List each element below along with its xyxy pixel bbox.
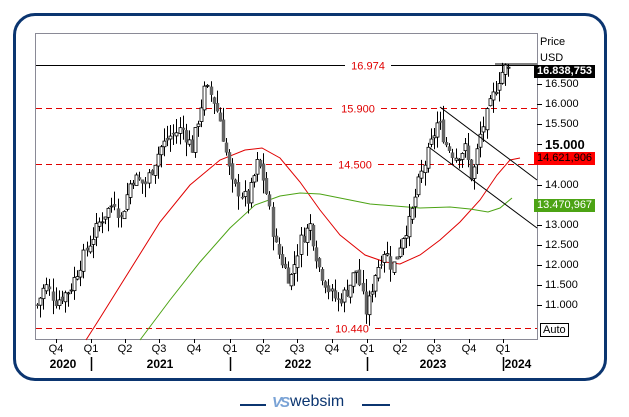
y-tick-label: 12.000 bbox=[545, 258, 579, 271]
y-tick-label: 15.000 bbox=[545, 136, 585, 152]
y-axis-unit: USD bbox=[540, 52, 564, 64]
x-quarter-label: Q4 bbox=[48, 343, 64, 355]
level-label: 16.974 bbox=[351, 61, 385, 73]
x-year-label: 2023 bbox=[419, 357, 447, 371]
x-quarter-label: Q3 bbox=[151, 343, 167, 355]
x-year-label: 2024 bbox=[504, 357, 532, 371]
ma-short-badge: 14.621,906 bbox=[534, 152, 596, 165]
y-axis-title: Price bbox=[540, 36, 566, 48]
x-quarter-label: Q2 bbox=[392, 343, 408, 355]
y-tick-label: 13.000 bbox=[545, 218, 579, 231]
x-quarter-label: Q1 bbox=[222, 343, 238, 355]
y-tick-label: 11.000 bbox=[545, 298, 578, 311]
x-quarter-label: Q1 bbox=[83, 343, 99, 355]
y-tick-label: 15.500 bbox=[545, 117, 579, 130]
plot-area bbox=[35, 33, 538, 340]
x-quarter-label: Q1 bbox=[495, 343, 511, 355]
y-axis-ticks bbox=[537, 84, 542, 306]
y-tick-label: 14.000 bbox=[545, 178, 579, 191]
candlesticks bbox=[35, 62, 511, 326]
trend-channel bbox=[429, 63, 538, 229]
x-quarter-label: Q4 bbox=[461, 343, 477, 355]
x-quarter-label: Q3 bbox=[426, 343, 442, 355]
horizontal-levels: 16.974 15.900 14.500 10.440 bbox=[36, 61, 537, 336]
level-label: 14.500 bbox=[338, 160, 372, 172]
brand-logo: VS websim bbox=[268, 393, 349, 411]
x-quarter-label: Q1 bbox=[359, 343, 375, 355]
x-year-label: 2021 bbox=[146, 357, 174, 371]
level-label: 10.440 bbox=[335, 324, 369, 336]
x-quarter-label: Q4 bbox=[324, 343, 340, 355]
last-price-badge: 16.838,753 bbox=[534, 65, 596, 78]
x-year-label: 2022 bbox=[284, 357, 312, 371]
brand-name: websim bbox=[290, 393, 345, 410]
x-axis-ticks bbox=[56, 339, 505, 371]
footer-line-left bbox=[240, 404, 266, 406]
x-year-label: 2020 bbox=[49, 357, 77, 371]
x-quarter-label: Q4 bbox=[186, 343, 202, 355]
level-label: 15.900 bbox=[341, 104, 375, 116]
auto-scale-button[interactable]: Auto bbox=[540, 323, 569, 337]
x-quarter-label: Q2 bbox=[255, 343, 271, 355]
footer-line-right bbox=[362, 404, 390, 406]
moving-averages bbox=[85, 147, 521, 341]
y-tick-label: 12.500 bbox=[545, 238, 579, 251]
ma-long-badge: 13.470,967 bbox=[534, 199, 596, 212]
x-quarter-label: Q2 bbox=[117, 343, 133, 355]
websim-logo-icon: VS bbox=[272, 393, 290, 411]
y-tick-label: 16.000 bbox=[545, 97, 579, 110]
y-tick-label: 11.500 bbox=[545, 278, 578, 291]
x-quarter-label: Q3 bbox=[289, 343, 305, 355]
y-tick-label: 16.500 bbox=[545, 77, 579, 90]
